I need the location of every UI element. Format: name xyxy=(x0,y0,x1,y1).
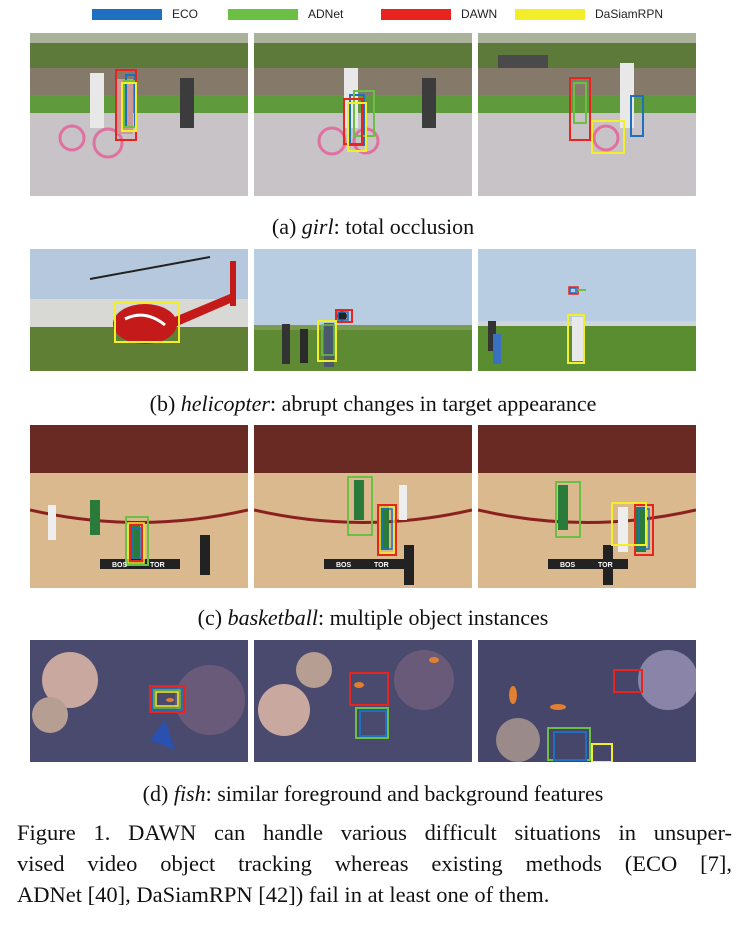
score-right-1: TOR xyxy=(150,562,165,569)
legend-swatch-dasiamrpn xyxy=(515,8,585,20)
girl-frame-2 xyxy=(254,33,472,196)
girl-frame-1 xyxy=(30,33,248,196)
helicopter-frame-3 xyxy=(478,249,696,371)
score-left-1: BOS xyxy=(112,562,128,569)
helicopter-frame-2 xyxy=(254,249,472,371)
figure-caption-line-3: ADNet [40], DaSiamRPN [42]) fail in at l… xyxy=(17,882,550,907)
score-right-2: TOR xyxy=(374,562,389,569)
legend: ECO ADNet DAWN DaSiamRPN xyxy=(0,3,746,25)
legend-label-dawn: DAWN xyxy=(461,7,498,21)
legend-label-dasiamrpn: DaSiamRPN xyxy=(595,7,664,21)
figure-caption-line-2: vised video object tracking whereas exis… xyxy=(17,851,732,876)
fish-frame-2 xyxy=(254,640,472,762)
legend-label-eco: ECO xyxy=(172,7,199,21)
caption-helicopter-label: (b) xyxy=(149,391,181,416)
legend-swatch-adnet xyxy=(228,8,298,20)
figure-caption-line-1: Figure 1. DAWN can handle various diffic… xyxy=(17,820,732,845)
legend-item-dawn: DAWN xyxy=(381,3,497,25)
caption-fish-label: (d) xyxy=(142,781,174,806)
legend-label-adnet: ADNet xyxy=(308,7,344,21)
caption-helicopter: (b) helicopter: abrupt changes in target… xyxy=(0,391,746,417)
caption-basketball-name: basketball xyxy=(227,605,318,630)
legend-item-dasiamrpn: DaSiamRPN xyxy=(515,3,663,25)
caption-helicopter-desc: : abrupt changes in target appearance xyxy=(269,391,597,416)
caption-girl-desc: : total occlusion xyxy=(333,214,475,239)
legend-item-eco: ECO xyxy=(92,3,198,25)
caption-basketball: (c) basketball: multiple object instance… xyxy=(0,605,746,631)
caption-basketball-label: (c) xyxy=(197,605,228,630)
caption-helicopter-name: helicopter xyxy=(180,391,270,416)
caption-fish-name: fish xyxy=(173,781,206,806)
figure-caption: Figure 1. DAWN can handle various diffic… xyxy=(17,817,732,910)
caption-girl-name: girl xyxy=(301,214,334,239)
caption-fish-desc: : similar foreground and background feat… xyxy=(205,781,604,806)
basketball-frame-1: BOS TOR xyxy=(30,425,248,588)
score-left-2: BOS xyxy=(336,562,352,569)
legend-swatch-eco xyxy=(92,8,162,20)
girl-frame-3 xyxy=(478,33,696,196)
helicopter-frame-1 xyxy=(30,249,248,371)
basketball-frame-2: BOS TOR xyxy=(254,425,472,588)
basketball-frame-3: BOS TOR xyxy=(478,425,696,588)
fish-frame-3 xyxy=(478,640,696,762)
caption-girl-label: (a) xyxy=(271,214,302,239)
fish-frame-1 xyxy=(30,640,248,762)
legend-swatch-dawn xyxy=(381,8,451,20)
score-right-3: TOR xyxy=(598,562,613,569)
legend-item-adnet: ADNet xyxy=(228,3,343,25)
score-left-3: BOS xyxy=(560,562,576,569)
caption-fish: (d) fish: similar foreground and backgro… xyxy=(0,781,746,807)
caption-basketball-desc: : multiple object instances xyxy=(318,605,549,630)
caption-girl: (a) girl: total occlusion xyxy=(0,214,746,240)
